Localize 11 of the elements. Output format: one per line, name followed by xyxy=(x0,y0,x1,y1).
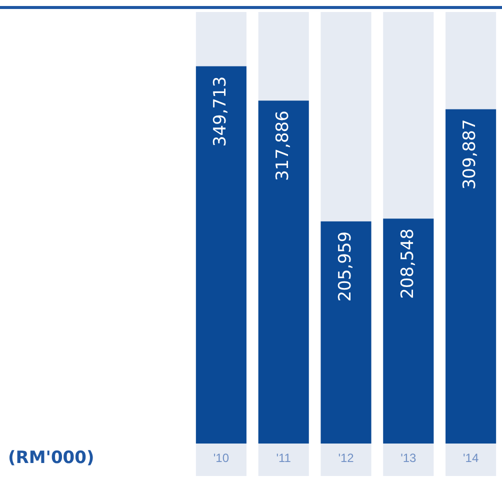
data-label: 208,548 xyxy=(398,228,418,299)
x-tick-label: '13 xyxy=(400,451,417,466)
data-label: 205,959 xyxy=(335,231,356,302)
x-tick-label: '12 xyxy=(338,451,354,466)
data-label: 309,887 xyxy=(460,119,480,190)
data-label: 349,713 xyxy=(210,76,231,147)
x-tick-label: '14 xyxy=(462,451,479,466)
x-tick-label: '10 xyxy=(213,451,230,466)
data-label: 317,886 xyxy=(273,110,294,181)
x-tick-label: '11 xyxy=(276,451,292,466)
text: (RM'000) xyxy=(8,448,94,468)
